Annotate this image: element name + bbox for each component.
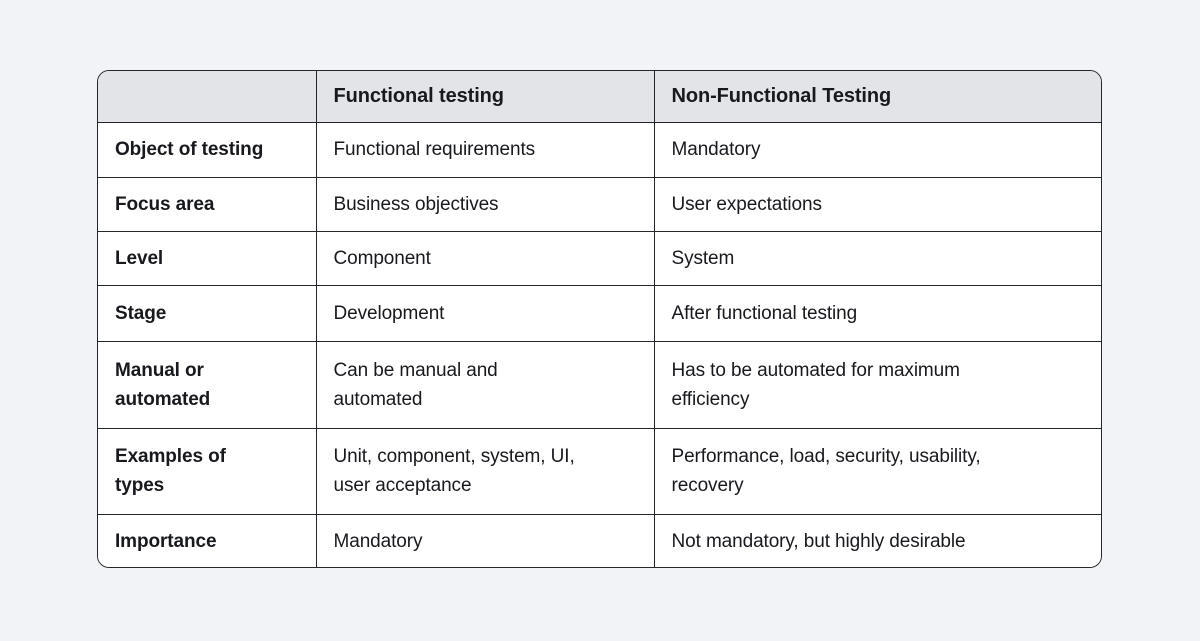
row-label: Stage [98,285,317,342]
functional-cell: Development [316,285,655,342]
row-label: Focus area [98,177,317,232]
header-cell-empty [98,71,317,123]
non-functional-cell: User expectations [654,177,1101,232]
table-header-row: Functional testing Non-Functional Testin… [98,71,1101,123]
comparison-table: Functional testing Non-Functional Testin… [98,71,1101,567]
functional-cell: Mandatory [316,514,655,567]
non-functional-cell: Mandatory [654,122,1101,178]
table-row: Object of testing Functional requirement… [98,122,1101,178]
row-label: Importance [98,514,317,567]
functional-cell: Business objectives [316,177,655,232]
row-label: Manual or automated [98,341,317,429]
table-row: Examples of types Unit, component, syste… [98,428,1101,515]
table-row: Manual or automated Can be manual and au… [98,341,1101,429]
functional-cell: Component [316,231,655,286]
row-label: Object of testing [98,122,317,178]
non-functional-cell: Not mandatory, but highly desirable [654,514,1101,567]
row-label: Level [98,231,317,286]
non-functional-cell: Performance, load, security, usability, … [654,428,1101,515]
header-cell-non-functional: Non-Functional Testing [654,71,1101,123]
header-cell-functional: Functional testing [316,71,655,123]
non-functional-cell: Has to be automated for maximum efficien… [654,341,1101,429]
comparison-table-card: Functional testing Non-Functional Testin… [97,70,1102,568]
non-functional-cell: After functional testing [654,285,1101,342]
table-row: Stage Development After functional testi… [98,285,1101,342]
functional-cell: Functional requirements [316,122,655,178]
table-row: Importance Mandatory Not mandatory, but … [98,514,1101,567]
row-label: Examples of types [98,428,317,515]
functional-cell: Unit, component, system, UI, user accept… [316,428,655,515]
table-row: Level Component System [98,231,1101,286]
table-row: Focus area Business objectives User expe… [98,177,1101,232]
non-functional-cell: System [654,231,1101,286]
functional-cell: Can be manual and automated [316,341,655,429]
